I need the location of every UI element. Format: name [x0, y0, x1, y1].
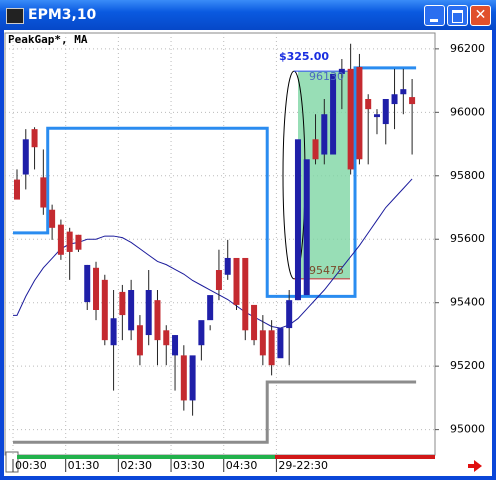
candle-body	[136, 325, 143, 356]
app-icon	[6, 8, 24, 24]
entry-label: 95475	[309, 264, 344, 277]
x-tick-label: 02:30	[120, 459, 152, 472]
candle-body	[233, 257, 240, 305]
candle-body	[66, 231, 73, 252]
exit-label: 96130	[309, 70, 344, 83]
candle-body	[277, 328, 284, 359]
candle-body	[391, 94, 398, 105]
candle-body	[207, 295, 214, 321]
candle-body	[154, 300, 161, 341]
minimize-button[interactable]	[424, 5, 445, 26]
title-bar: EPM3,10 ✕	[0, 0, 496, 30]
candle-body	[40, 177, 47, 208]
candle-body	[128, 290, 135, 331]
candle-body	[224, 257, 231, 275]
candle-body	[163, 330, 170, 346]
x-tick-label: 01:30	[68, 459, 100, 472]
close-button[interactable]: ✕	[470, 5, 491, 26]
candle-body	[198, 320, 205, 346]
x-tick-label: 04:30	[226, 459, 258, 472]
maximize-button[interactable]	[447, 5, 468, 26]
candle-body	[303, 159, 310, 296]
y-tick-label: 95000	[450, 423, 485, 436]
y-tick-label: 96200	[450, 42, 485, 55]
candle-body	[189, 355, 196, 401]
candle-body	[172, 335, 179, 356]
candle-body	[347, 68, 354, 170]
candle-body	[400, 89, 407, 95]
study-title: PeakGap*, MA	[8, 33, 88, 46]
y-tick-label: 95600	[450, 232, 485, 245]
session-bar	[17, 455, 275, 459]
candle-body	[259, 330, 266, 356]
candle-body	[330, 73, 337, 155]
candle-body	[119, 291, 126, 316]
candle-body	[110, 318, 117, 346]
candle-body	[409, 97, 416, 105]
session-bar	[275, 455, 435, 459]
scroll-arrow[interactable]	[468, 460, 482, 472]
candle-body	[93, 267, 100, 310]
profit-label: $325.00	[279, 50, 329, 63]
chart-area: PeakGap*, MA 95000 95200 95400 95600 95800 96…	[4, 30, 492, 476]
candle-body	[338, 68, 345, 74]
candle-body	[215, 270, 222, 291]
candle-body	[373, 114, 380, 118]
candle-body	[382, 98, 389, 125]
y-tick-label: 96000	[450, 105, 485, 118]
candle-body	[22, 139, 29, 175]
candle-body	[75, 234, 82, 250]
candle-body	[251, 304, 258, 341]
candle-body	[145, 290, 152, 336]
x-tick-label: 03:30	[173, 459, 205, 472]
candle-body	[268, 330, 275, 366]
candle-body	[49, 209, 56, 228]
band-line	[13, 380, 417, 444]
candle-body	[294, 139, 301, 301]
x-tick-label: 29-22:30	[278, 459, 328, 472]
candle-body	[180, 355, 187, 401]
candle-body	[14, 179, 20, 200]
y-tick-label: 95400	[450, 296, 485, 309]
scroll-box[interactable]	[5, 451, 19, 473]
window-title: EPM3,10	[28, 7, 97, 23]
candle-body	[356, 66, 363, 160]
x-tick-label: 00:30	[15, 459, 47, 472]
candle-body	[84, 264, 91, 303]
candle-body	[312, 139, 319, 160]
y-tick-label: 95800	[450, 169, 485, 182]
candle-body	[57, 224, 64, 255]
candle-body	[242, 257, 249, 331]
candle-body	[321, 114, 328, 155]
band-line	[13, 66, 417, 298]
chart: PeakGap*, MA 95000 95200 95400 95600 95800 96…	[4, 32, 485, 473]
candle-body	[365, 98, 372, 110]
candle-body	[286, 300, 293, 329]
y-tick-label: 95200	[450, 359, 485, 372]
candle-body	[31, 129, 38, 148]
candle-body	[101, 279, 108, 341]
